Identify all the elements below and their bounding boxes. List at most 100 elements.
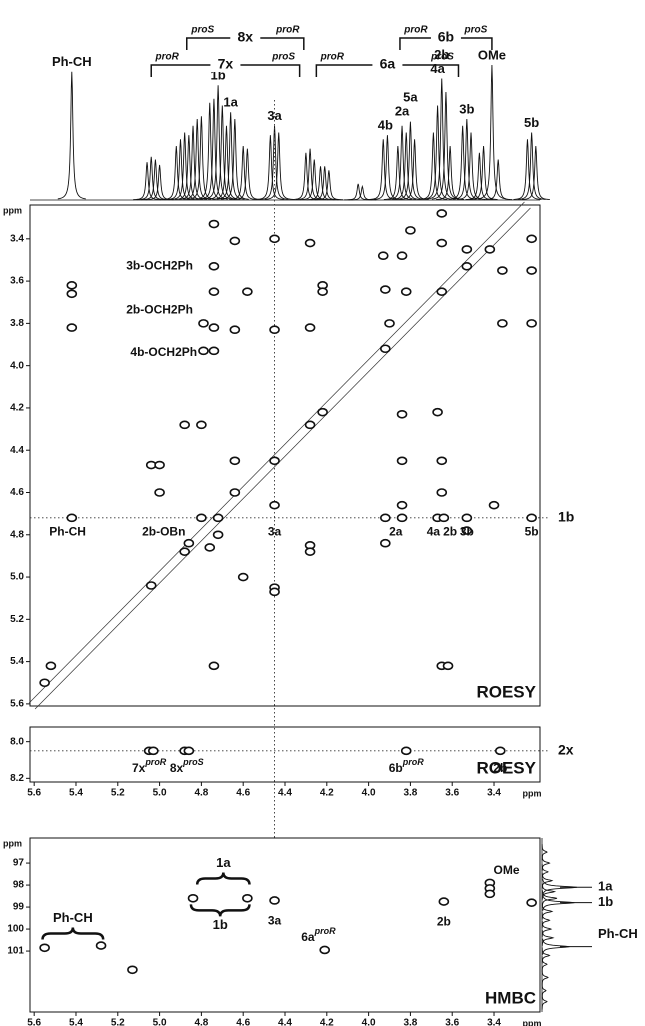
cross-peak: [526, 234, 537, 244]
cross-peak: [66, 513, 78, 523]
y-tick-label: 4.8: [10, 529, 24, 540]
cross-peak: [436, 287, 448, 296]
annotation-text: 3a: [268, 525, 282, 539]
cross-peak: [484, 889, 496, 899]
x-tick-label: 5.4: [69, 788, 83, 799]
peak-label: 5b: [524, 115, 539, 130]
annotation-text: 4a: [427, 525, 441, 539]
cross-peak: [488, 500, 500, 510]
cross-peak: [212, 530, 224, 540]
x-tick-label: 4.4: [278, 1018, 292, 1026]
x-tick-label: 4.2: [320, 788, 334, 799]
cross-peak: [400, 746, 412, 756]
cross-peak: [229, 488, 241, 497]
bracket-end-label: proS: [430, 52, 454, 63]
cross-peak: [208, 287, 220, 296]
annotation-text: 7x: [132, 761, 146, 775]
y-tick-label: 98: [13, 880, 25, 891]
bracket-end-label: proS: [271, 52, 295, 63]
spectrum-peak: [369, 139, 398, 200]
cross-peak: [484, 245, 496, 254]
annotation-text: 2b: [493, 761, 507, 775]
cross-peak: [319, 945, 331, 955]
annotation: 2b: [443, 525, 457, 539]
cross-peak: [405, 226, 416, 235]
cross-peak: [66, 281, 78, 290]
cross-peak: [242, 287, 253, 296]
cross-peak: [461, 526, 473, 535]
peak-label: 1a: [223, 95, 238, 110]
cross-peak: [396, 500, 408, 510]
bracket-end-label: proR: [320, 52, 345, 63]
panel-title: ROESY: [476, 682, 536, 701]
cross-peak: [304, 420, 316, 430]
annotation-sup: proS: [182, 758, 204, 768]
cross-peak: [396, 409, 408, 419]
projection-peak: [541, 844, 548, 861]
x-tick-label: 3.6: [445, 1018, 459, 1026]
brace: [41, 927, 105, 940]
peak-label: 4b: [378, 118, 393, 133]
cross-peak: [497, 266, 508, 275]
x-axis-unit: ppm: [523, 788, 542, 798]
cross-peak: [39, 943, 50, 953]
annotation-text: 4b-OCH2Ph: [130, 345, 197, 359]
spectrum-peak: [484, 159, 513, 201]
x-tick-label: 3.6: [445, 788, 459, 799]
cross-peak: [380, 344, 391, 354]
spectrum-peak: [170, 132, 199, 200]
x-tick-label: 3.8: [403, 1018, 417, 1026]
y-tick-label: 3.6: [10, 276, 24, 287]
projection-peak: [541, 993, 548, 1010]
brace: [189, 904, 251, 917]
cross-peak: [304, 323, 316, 332]
spectrum-peak: [260, 125, 289, 200]
annotation: 4b-OCH2Ph: [130, 345, 197, 359]
annotation-text: 3a: [268, 914, 282, 928]
cross-peak: [208, 323, 220, 332]
annotation: 8xproS: [170, 758, 204, 776]
x-tick-label: 4.8: [194, 1018, 208, 1026]
annotation: 3b: [460, 525, 474, 539]
annotation-text: 6a: [301, 930, 315, 944]
x-axis-unit: ppm: [523, 1018, 542, 1026]
projection-peak: [541, 921, 553, 938]
cross-peak: [269, 896, 280, 905]
cross-peak: [396, 513, 408, 523]
peak-label: 2b: [434, 47, 449, 62]
annotation-text: OMe: [494, 863, 520, 877]
spectrum-peak: [233, 148, 262, 201]
y-tick-label: 4.4: [10, 445, 24, 456]
x-tick-label: 4.6: [236, 1018, 250, 1026]
cross-peak: [461, 262, 473, 271]
spectrum-peak: [388, 125, 417, 200]
brace: [195, 872, 251, 885]
y-tick-label: 100: [7, 924, 24, 935]
peak-label: 4a: [430, 61, 445, 76]
annotation: 2b: [437, 915, 451, 929]
cross-peak: [154, 460, 165, 470]
bracket-name: 6a: [380, 56, 396, 72]
annotation: 6bproR: [389, 758, 425, 776]
cross-peak: [494, 746, 506, 756]
cross-peak: [304, 238, 316, 248]
cross-peak: [45, 661, 57, 671]
projection-peak: [541, 855, 551, 872]
peak-label: 3b: [459, 101, 474, 116]
cross-peak: [198, 319, 209, 328]
cross-peak: [461, 513, 473, 523]
bracket-end-label: proR: [155, 52, 180, 63]
x-tick-label: 5.2: [111, 1018, 125, 1026]
peak-label: Ph-CH: [52, 54, 92, 69]
annotation-text: 3b: [460, 525, 474, 539]
spectrum-peak: [344, 183, 373, 201]
spectrum-peak: [57, 71, 86, 200]
annotation-sup: proR: [314, 926, 336, 936]
x-tick-label: 5.4: [69, 1018, 83, 1026]
x-tick-label: 3.8: [403, 788, 417, 799]
diagonal: [28, 201, 525, 704]
brace-label: Ph-CH: [53, 910, 93, 925]
x-tick-label: 5.6: [27, 788, 41, 799]
annotation-text: 8x: [170, 761, 184, 775]
annotation: 2b-OBn: [142, 525, 185, 539]
